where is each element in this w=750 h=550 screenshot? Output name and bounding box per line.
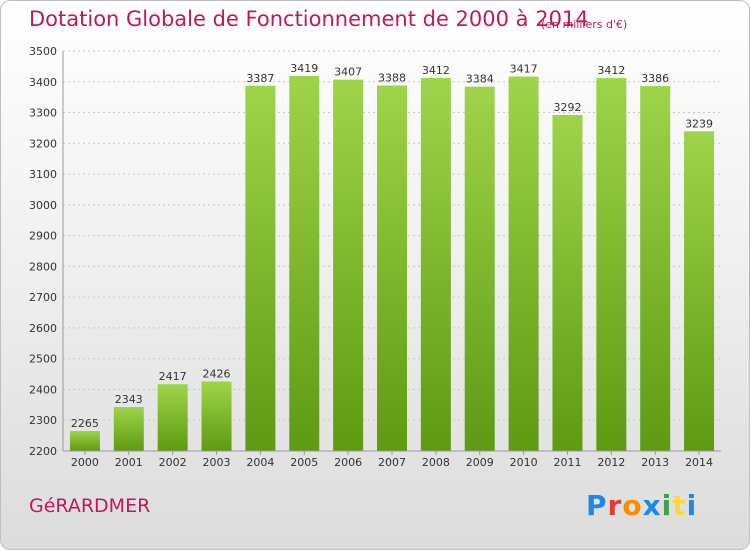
bar-value-label: 3386	[641, 72, 669, 85]
bar-value-label: 3412	[422, 64, 450, 77]
y-tick-label: 3100	[29, 168, 57, 181]
bar-value-label: 3407	[334, 66, 362, 79]
logo-letter: P	[586, 489, 608, 522]
axes: 2200 2300 2400 2500 2600 2700 2800 2900 3000 3100…	[29, 45, 721, 469]
x-tick-label: 2001	[115, 456, 143, 469]
x-tick-label: 2007	[378, 456, 406, 469]
bar-2013	[640, 86, 671, 452]
y-tick-label: 3500	[29, 45, 57, 58]
bar-value-label: 2343	[115, 393, 143, 406]
x-tick-label: 2013	[641, 456, 669, 469]
chart-subtitle: (en milliers d'€)	[541, 18, 628, 31]
x-tick-label: 2008	[422, 456, 450, 469]
bar-value-label: 3384	[466, 73, 494, 86]
bars: 2265 2343 2417 2426 3387 3419 3407 3388 3412 3384…	[69, 62, 715, 452]
x-tick-label: 2014	[685, 456, 713, 469]
y-tick-label: 2500	[29, 353, 57, 366]
y-tick-label: 2800	[29, 260, 57, 273]
bar-2007	[377, 85, 407, 451]
bar-value-label: 3388	[378, 71, 406, 84]
bar-value-label: 2417	[159, 370, 187, 383]
y-tick-label: 3200	[29, 137, 57, 150]
bar-2012	[596, 78, 627, 452]
y-tick-label: 3400	[29, 76, 57, 89]
bar-2009	[464, 86, 495, 451]
bar-2006	[333, 79, 364, 451]
x-tick-label: 2003	[203, 456, 231, 469]
x-tick-label: 2005	[290, 456, 318, 469]
bar-value-label: 3417	[510, 63, 538, 76]
logo-letter: i	[661, 489, 673, 522]
y-tick-label: 2900	[29, 230, 57, 243]
logo-letter: i	[686, 489, 698, 522]
x-tick-label: 2006	[334, 456, 362, 469]
bar-value-label: 3239	[685, 117, 713, 130]
logo-letter: o	[622, 489, 643, 522]
bar-2001	[113, 407, 144, 451]
bar-2005	[289, 75, 320, 451]
bar-2010	[508, 76, 539, 452]
y-tick-label: 2200	[29, 445, 57, 458]
bar-2011	[552, 115, 583, 451]
bar-2008	[420, 78, 451, 452]
x-tick-label: 2009	[466, 456, 494, 469]
bar-value-label: 2426	[203, 367, 231, 380]
y-tick-label: 2700	[29, 291, 57, 304]
x-tick-label: 2000	[71, 456, 99, 469]
x-tick-label: 2002	[159, 456, 187, 469]
commune-name: GéRARDMER	[29, 495, 151, 517]
bar-value-label: 3412	[597, 64, 625, 77]
x-tick-label: 2012	[597, 456, 625, 469]
bar-2002	[157, 384, 188, 451]
logo-letter: t	[672, 489, 687, 522]
y-tick-label: 3000	[29, 199, 57, 212]
bar-value-label: 3387	[246, 72, 274, 85]
x-tick-label: 2011	[553, 456, 581, 469]
proxiti-logo[interactable]: Proxiti	[586, 489, 697, 522]
y-tick-label: 3300	[29, 107, 57, 120]
x-tick-label: 2004	[246, 456, 274, 469]
bar-2004	[245, 85, 276, 452]
bar-value-label: 3292	[553, 101, 581, 114]
y-tick-label: 2600	[29, 322, 57, 335]
logo-letter: x	[642, 489, 662, 522]
logo-letter: r	[607, 489, 623, 522]
bar-value-label: 3419	[290, 62, 318, 75]
bar-value-label: 2265	[71, 417, 99, 430]
chart-title: Dotation Globale de Fonctionnement de 20…	[29, 7, 589, 31]
bar-2014	[684, 131, 715, 452]
y-tick-label: 2300	[29, 414, 57, 427]
y-tick-label: 2400	[29, 383, 57, 396]
bar-2003	[201, 381, 232, 451]
x-tick-label: 2010	[510, 456, 538, 469]
bar-2000	[69, 431, 100, 451]
